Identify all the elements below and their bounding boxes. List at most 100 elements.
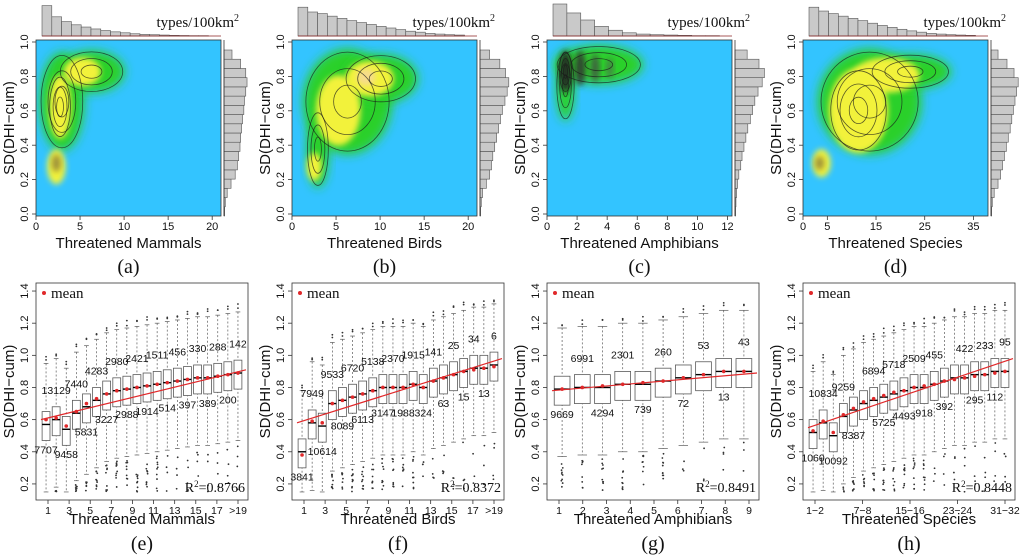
outlier-point	[125, 324, 128, 327]
outlier-point	[722, 453, 725, 455]
outlier-point	[621, 476, 624, 479]
outlier-point	[432, 477, 435, 479]
mean-point	[350, 395, 355, 399]
outlier-point	[206, 310, 209, 313]
density-blob	[815, 156, 825, 171]
outlier-point	[75, 345, 78, 348]
outlier-point	[952, 471, 955, 474]
x-tick-label: 0	[289, 221, 295, 233]
outlier-point	[341, 488, 344, 490]
x-tick-label: 9	[386, 505, 392, 517]
mean-point	[104, 392, 109, 396]
trend-line	[807, 357, 1014, 429]
y-axis-title: SD(DHI−cum)	[512, 345, 529, 439]
outlier-point	[983, 490, 986, 493]
outlier-point	[621, 487, 624, 490]
right-hist-bar	[479, 105, 503, 115]
outlier-point	[146, 472, 149, 475]
outlier-point	[227, 482, 230, 484]
right-hist-bar	[223, 114, 243, 125]
density-panel-3: 0.0 0.2 0.4 0.6 0.8 1.0 0 5 15 25 35 SD(DHI−cum) Thr…	[768, 6, 1019, 278]
density-blobs	[812, 48, 951, 178]
y-tick-label: 0.6	[275, 103, 287, 118]
y-tick-label: 1.0	[786, 348, 798, 363]
y-tick-label: 0.2	[275, 476, 287, 491]
count-label: 2421	[125, 353, 149, 365]
outlier-point	[155, 457, 158, 460]
y-tick-label: 0.6	[19, 103, 31, 118]
top-hist-bar	[41, 5, 53, 37]
outlier-point	[581, 459, 584, 462]
right-hist-bar	[223, 95, 245, 106]
outlier-point	[156, 478, 158, 480]
outlier-point	[330, 485, 333, 488]
count-label: 1914	[135, 406, 159, 418]
x-tick-label: 17	[211, 505, 223, 517]
mean-point	[721, 369, 726, 374]
legend-label: mean	[818, 286, 851, 302]
density-contour	[357, 62, 405, 95]
outlier-point	[742, 469, 745, 472]
outlier-point	[994, 450, 997, 453]
outlier-point	[412, 455, 415, 458]
right-hist-bar	[990, 141, 1007, 152]
legend-label: mean	[562, 286, 595, 302]
outlier-point	[742, 441, 745, 444]
y-tick-label: 1.2	[19, 316, 31, 331]
outlier-point	[993, 307, 996, 309]
outlier-point	[953, 308, 956, 311]
right-hist-bar	[223, 68, 247, 78]
count-label: 918	[915, 407, 933, 419]
outlier-point	[560, 479, 563, 482]
outlier-point	[601, 478, 604, 481]
outlier-point	[176, 315, 179, 318]
right-hist-bar	[734, 77, 763, 88]
top-hist-bar	[90, 28, 102, 37]
count-label: 514	[158, 403, 176, 415]
top-hist-bar	[838, 15, 849, 37]
top-hist-bar	[622, 32, 637, 37]
x-tick-label: 10	[118, 221, 130, 233]
box	[634, 371, 652, 401]
box-panel-3: 1060 10834 10092 9259 8387 6894 5725 5718 4493 25…	[768, 282, 1020, 555]
top-hist-bar	[818, 10, 829, 37]
box	[839, 403, 848, 433]
r-squared-value: =0.8448	[966, 481, 1012, 496]
outlier-point	[621, 471, 624, 473]
count-label: 1988	[391, 407, 415, 419]
legend-label: mean	[307, 286, 340, 302]
right-hist-bar	[223, 141, 241, 152]
outlier-point	[893, 488, 896, 491]
right-hist-bar	[223, 77, 248, 88]
outlier-point	[391, 457, 394, 460]
outlier-point	[382, 465, 384, 468]
right-hist-bar	[734, 49, 748, 60]
outlier-point	[216, 309, 219, 312]
density-contour	[584, 58, 614, 72]
outlier-point	[923, 483, 926, 486]
right-hist-bar	[990, 178, 999, 189]
count-label: 5138	[361, 356, 385, 368]
outlier-point	[1004, 455, 1007, 458]
density-contour	[70, 58, 113, 86]
box	[92, 387, 101, 417]
count-label: 6720	[341, 362, 365, 374]
outlier-point	[236, 465, 239, 468]
outlier-point	[422, 463, 424, 466]
outlier-point	[226, 448, 229, 451]
right-hist-bar	[223, 151, 240, 161]
right-hist-bar	[734, 58, 760, 69]
outlier-point	[55, 490, 57, 492]
y-tick-label: 0.6	[786, 103, 798, 118]
outlier-point	[561, 324, 563, 327]
outlier-point	[412, 460, 414, 462]
count-label: 10834	[809, 388, 838, 400]
density-blob	[316, 75, 361, 146]
x-tick-label: 1	[301, 505, 307, 517]
outlier-point	[156, 490, 159, 492]
outlier-point	[361, 473, 363, 476]
mean-point	[370, 388, 375, 393]
x-tick-label: 13	[169, 505, 181, 517]
count-label: 233	[976, 340, 994, 352]
